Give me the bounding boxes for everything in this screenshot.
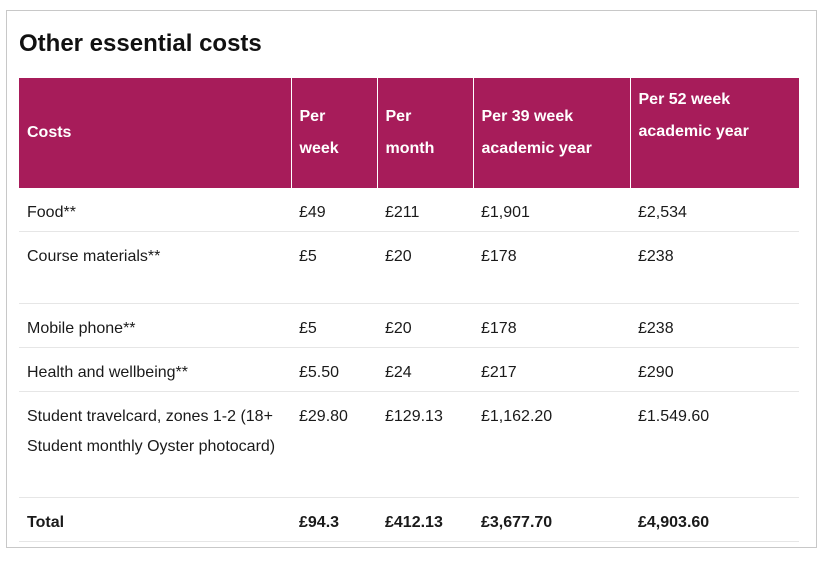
total-row: Total £94.3 £412.13 £3,677.70 £4,903.60 bbox=[19, 497, 799, 542]
header-per-52-week: Per 52 week academic year bbox=[629, 78, 799, 188]
cost-name: Course materials** bbox=[19, 231, 291, 304]
cost-per-52-week: £2,534 bbox=[630, 188, 799, 232]
cost-per-39-week: £217 bbox=[473, 347, 630, 392]
cost-name: Student travelcard, zones 1-2 (18+ Stude… bbox=[19, 391, 291, 498]
cost-per-month: £211 bbox=[377, 188, 473, 232]
cost-per-39-week: £1,901 bbox=[473, 188, 630, 232]
header-per-39-week: Per 39 week academic year bbox=[472, 78, 630, 188]
cost-per-month: £20 bbox=[377, 303, 473, 348]
cost-per-52-week: £238 bbox=[630, 231, 799, 304]
table-row: Health and wellbeing** £5.50 £24 £217 £2… bbox=[19, 347, 799, 392]
section-title: Other essential costs bbox=[19, 30, 262, 57]
total-per-52-week: £4,903.60 bbox=[630, 497, 799, 542]
header-per-month: Per month bbox=[376, 78, 473, 188]
total-per-39-week: £3,677.70 bbox=[473, 497, 630, 542]
cost-per-52-week: £290 bbox=[630, 347, 799, 392]
total-per-week: £94.3 bbox=[291, 497, 377, 542]
table-header-row: Costs Per week Per month Per 39 week aca… bbox=[19, 78, 799, 188]
costs-table: Costs Per week Per month Per 39 week aca… bbox=[19, 78, 799, 542]
cost-per-52-week: £238 bbox=[630, 303, 799, 348]
cost-per-week: £49 bbox=[291, 188, 377, 232]
cost-per-39-week: £178 bbox=[473, 231, 630, 304]
cost-per-39-week: £178 bbox=[473, 303, 630, 348]
cost-per-week: £5.50 bbox=[291, 347, 377, 392]
table-row: Food** £49 £211 £1,901 £2,534 bbox=[19, 188, 799, 232]
cost-per-52-week: £1.549.60 bbox=[630, 391, 799, 498]
cost-name: Health and wellbeing** bbox=[19, 347, 291, 392]
cost-per-week: £5 bbox=[291, 303, 377, 348]
total-per-month: £412.13 bbox=[377, 497, 473, 542]
header-per-week: Per week bbox=[290, 78, 377, 188]
header-costs: Costs bbox=[19, 78, 291, 188]
cost-per-39-week: £1,162.20 bbox=[473, 391, 630, 498]
cost-per-month: £24 bbox=[377, 347, 473, 392]
cost-name: Mobile phone** bbox=[19, 303, 291, 348]
cost-per-week: £29.80 bbox=[291, 391, 377, 498]
cost-per-month: £129.13 bbox=[377, 391, 473, 498]
cost-per-month: £20 bbox=[377, 231, 473, 304]
cost-name: Food** bbox=[19, 188, 291, 232]
cost-per-week: £5 bbox=[291, 231, 377, 304]
table-row: Course materials** £5 £20 £178 £238 bbox=[19, 231, 799, 304]
total-label: Total bbox=[19, 497, 291, 542]
table-row: Student travelcard, zones 1-2 (18+ Stude… bbox=[19, 391, 799, 498]
table-row: Mobile phone** £5 £20 £178 £238 bbox=[19, 303, 799, 348]
